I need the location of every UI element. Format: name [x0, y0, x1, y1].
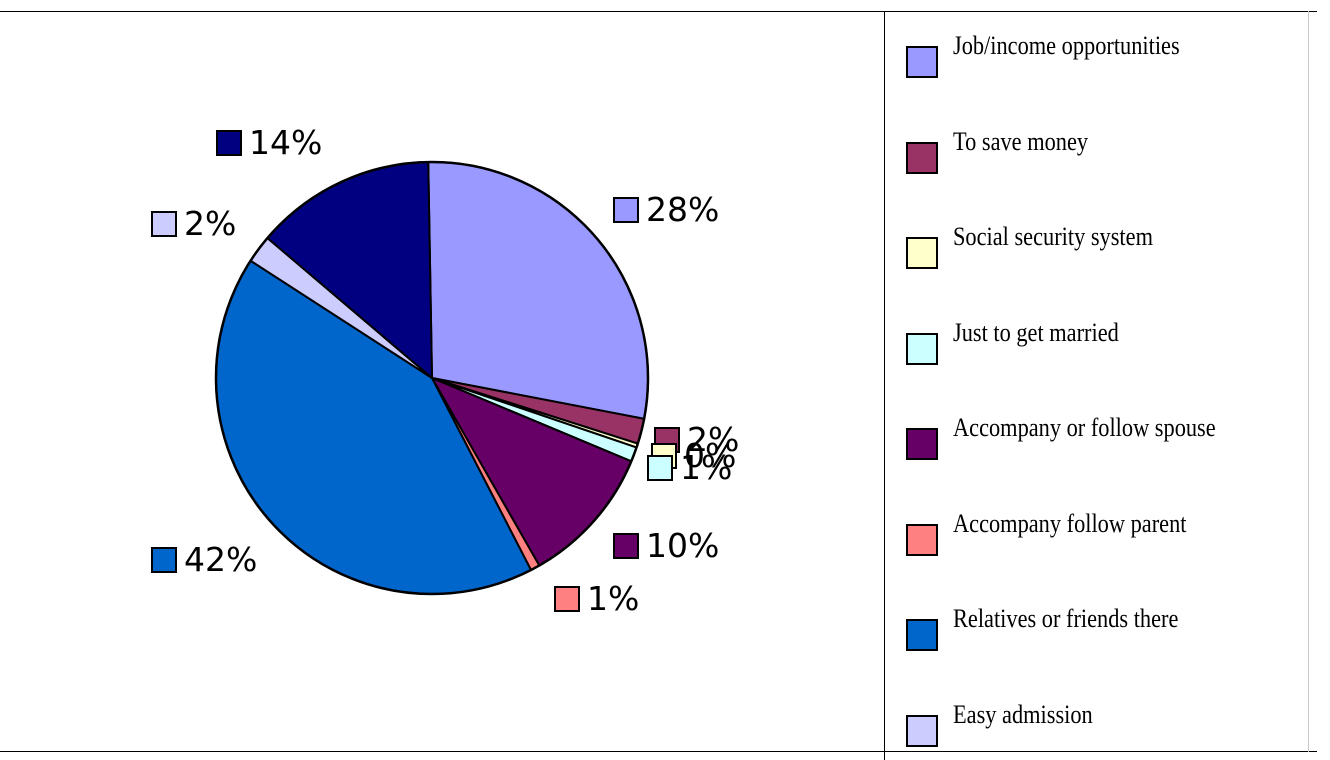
legend-divider [884, 11, 885, 760]
data-label-key-7 [151, 547, 177, 573]
data-label-5: 10% [613, 526, 719, 565]
data-label-text-9: 14% [249, 123, 322, 162]
data-label-1: 28% [613, 190, 719, 229]
data-label-key-4 [647, 455, 673, 481]
data-label-text-8: 2% [184, 204, 236, 243]
legend-label: Easy admission [953, 699, 1093, 729]
legend-label: Job/income opportunities [953, 31, 1180, 60]
data-label-text-4: 1% [680, 448, 732, 487]
data-label-7: 42% [151, 540, 257, 579]
legend-label: Accompany or follow spouse [953, 413, 1216, 442]
data-label-6: 1% [554, 579, 639, 618]
data-label-text-7: 42% [184, 540, 257, 579]
legend-label: Relatives or friends there [953, 604, 1179, 633]
legend-swatch [906, 619, 938, 651]
data-label-text-5: 10% [646, 526, 719, 565]
data-label-key-5 [613, 533, 639, 559]
legend-label: Just to get married [953, 317, 1119, 347]
legend-label: Social security system [953, 222, 1153, 251]
legend-swatch [906, 141, 938, 174]
pie-chart: 28%2%0%1%10%1%42%2%14% [151, 123, 739, 618]
data-label-key-1 [613, 197, 639, 223]
data-label-key-8 [151, 211, 177, 237]
data-label-text-6: 1% [587, 579, 639, 618]
data-label-key-6 [554, 586, 580, 612]
legend-swatch [906, 46, 938, 78]
data-label-4: 1% [647, 448, 732, 487]
legend-swatch [906, 332, 938, 365]
data-label-9: 14% [216, 123, 322, 162]
data-label-key-9 [216, 130, 242, 156]
data-label-text-2: 2% [687, 420, 739, 459]
legend-swatch [906, 237, 938, 269]
data-label-text-3: 0% [684, 436, 736, 475]
legend-swatch [906, 523, 938, 556]
right-border [1308, 11, 1309, 752]
chart-frame [0, 11, 1317, 752]
data-label-8: 2% [151, 204, 236, 243]
legend-label: To save money [953, 126, 1089, 156]
data-labels: 28%2%0%1%10%1%42%2%14% [151, 123, 739, 618]
data-label-text-1: 28% [646, 190, 719, 229]
pie-outline [214, 160, 650, 596]
pie-slices [214, 160, 650, 596]
legend-swatch [906, 714, 938, 747]
legend-swatch [906, 428, 938, 460]
legend-label: Accompany follow parent [953, 508, 1187, 538]
